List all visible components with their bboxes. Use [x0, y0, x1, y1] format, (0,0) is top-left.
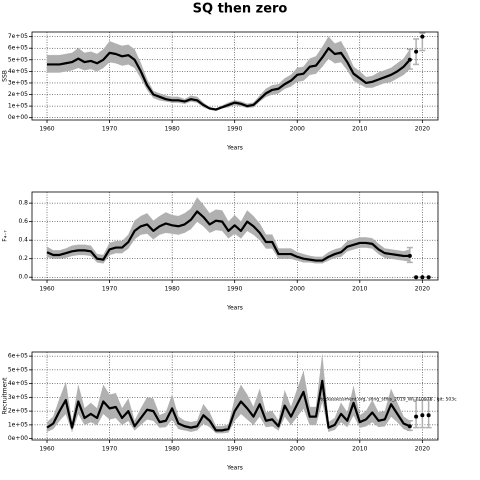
x-tick-label: 1980 — [164, 286, 179, 293]
x-tick-label: 2000 — [290, 446, 305, 453]
x-tick-label: 1960 — [39, 126, 54, 133]
y-axis-label: SSB — [2, 70, 9, 82]
y-tick-label: 2e+05 — [8, 91, 28, 98]
projection-point — [420, 275, 425, 280]
plot-area — [32, 32, 438, 120]
x-tick-label: 2020 — [415, 286, 430, 293]
x-tick-label: 2020 — [415, 126, 430, 133]
x-axis-label: Years — [226, 465, 243, 472]
x-tick-label: 2000 — [290, 286, 305, 293]
y-axis-label: F₄₋₇ — [2, 230, 9, 242]
plot-frame — [31, 351, 439, 441]
y-tick-label: 3e+05 — [8, 394, 28, 401]
x-tick-label: 1970 — [102, 286, 117, 293]
y-tick-label: 0.8 — [18, 200, 28, 207]
plot-frame — [31, 31, 439, 121]
x-tick-label: 1960 — [39, 446, 54, 453]
x-tick-label: 2020 — [415, 446, 430, 453]
x-tick-label: 1980 — [164, 126, 179, 133]
projection-point — [414, 275, 419, 280]
x-tick-label: 1980 — [164, 446, 179, 453]
plot-frame — [31, 191, 439, 281]
y-tick-label: 5e+05 — [8, 366, 28, 373]
y-axis-label: Recruitment — [2, 377, 9, 415]
projection-point — [426, 275, 431, 280]
x-tick-label: 1990 — [227, 286, 242, 293]
annotation: stockassessment.org, shng_sthis_2019_WI_… — [318, 397, 457, 403]
x-tick-label: 1990 — [227, 446, 242, 453]
projection-point — [414, 49, 419, 54]
y-tick-label: 7e+05 — [8, 33, 28, 40]
y-tick-label: 5e+05 — [8, 56, 28, 63]
x-axis-label: Years — [226, 145, 243, 152]
projection-point — [426, 413, 431, 418]
y-tick-label: 2e+05 — [8, 408, 28, 415]
x-tick-label: 1990 — [227, 126, 242, 133]
x-tick-label: 1970 — [102, 446, 117, 453]
projection-point — [407, 424, 412, 429]
projection-point — [407, 253, 412, 258]
y-tick-label: 1e+05 — [8, 103, 28, 110]
y-tick-label: 0e+00 — [8, 114, 28, 121]
y-tick-label: 4e+05 — [8, 68, 28, 75]
projection-point — [420, 413, 425, 418]
x-tick-label: 1960 — [39, 286, 54, 293]
x-tick-label: 2010 — [352, 446, 367, 453]
y-tick-label: 0.0 — [18, 274, 28, 281]
x-axis-label: Years — [226, 305, 243, 312]
x-tick-label: 1970 — [102, 126, 117, 133]
series-line — [46, 210, 410, 262]
y-tick-label: 0.6 — [18, 218, 28, 225]
projection-point — [407, 57, 412, 62]
chart-title: SQ then zero — [193, 2, 288, 17]
x-tick-label: 2000 — [290, 126, 305, 133]
x-tick-label: 2010 — [352, 286, 367, 293]
projection-point — [420, 34, 425, 39]
y-tick-label: 0.4 — [18, 237, 28, 244]
y-tick-label: 0e+00 — [8, 435, 28, 442]
y-tick-label: 4e+05 — [8, 380, 28, 387]
plot-area — [32, 352, 438, 440]
y-tick-label: 6e+05 — [8, 353, 28, 360]
y-tick-label: 6e+05 — [8, 45, 28, 52]
y-tick-label: 0.2 — [18, 255, 28, 262]
plot-area — [32, 192, 438, 280]
series-line — [46, 379, 411, 432]
y-tick-label: 3e+05 — [8, 79, 28, 86]
y-tick-label: 1e+05 — [8, 421, 28, 428]
x-tick-label: 2010 — [352, 126, 367, 133]
series-line — [47, 47, 411, 111]
projection-point — [414, 414, 419, 419]
